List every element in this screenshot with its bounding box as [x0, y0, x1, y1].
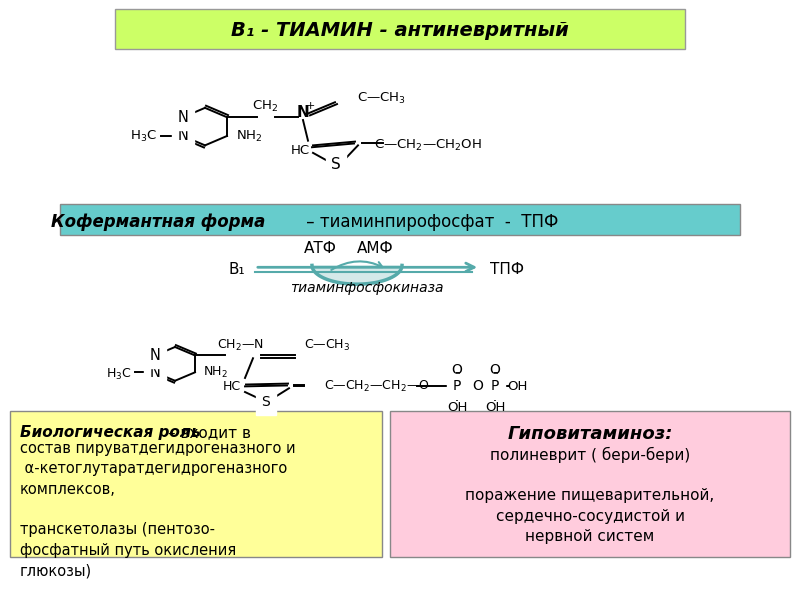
Text: HC: HC — [223, 380, 241, 393]
Text: HC: HC — [290, 143, 310, 157]
Text: N: N — [150, 365, 161, 380]
Text: полиневрит ( бери-бери)

поражение пищеварительной,
сердечно-сосудистой и
нервно: полиневрит ( бери-бери) поражение пищева… — [466, 446, 714, 544]
Text: – тиаминпирофосфат  -  ТПФ: – тиаминпирофосфат - ТПФ — [302, 213, 558, 231]
Text: состав пируватдегидрогеназного и
 α-кетоглутаратдегидрогеназного
комплексов,

тр: состав пируватдегидрогеназного и α-кетог… — [20, 441, 296, 578]
Text: CH$_2$—N: CH$_2$—N — [217, 338, 263, 353]
Text: – входит в: – входит в — [163, 425, 251, 440]
Text: N: N — [178, 128, 189, 143]
Text: H$_3$C: H$_3$C — [130, 128, 157, 143]
Text: C—CH$_3$: C—CH$_3$ — [304, 338, 350, 353]
Text: Биологическая роль: Биологическая роль — [20, 425, 201, 440]
FancyBboxPatch shape — [60, 205, 740, 235]
Text: O: O — [451, 362, 462, 377]
Text: S: S — [262, 395, 270, 409]
Text: тиаминфосфокиназа: тиаминфосфокиназа — [290, 281, 444, 295]
Text: O: O — [473, 379, 483, 394]
Text: NH$_2$: NH$_2$ — [236, 128, 262, 143]
Text: O: O — [490, 362, 501, 377]
Text: C—CH$_3$: C—CH$_3$ — [357, 91, 406, 106]
Text: АМФ: АМФ — [357, 241, 394, 256]
Text: H$_3$C: H$_3$C — [106, 367, 132, 382]
Text: N: N — [297, 105, 310, 120]
Text: OH: OH — [485, 401, 505, 413]
Text: OH: OH — [447, 401, 467, 413]
Text: C—CH$_2$—CH$_2$OH: C—CH$_2$—CH$_2$OH — [374, 138, 482, 153]
Text: +: + — [306, 101, 314, 111]
FancyBboxPatch shape — [390, 411, 790, 557]
Text: B₁ - ТИАМИН - антиневритный: B₁ - ТИАМИН - антиневритный — [231, 22, 569, 40]
Text: АТФ: АТФ — [303, 241, 337, 256]
Text: N: N — [178, 110, 189, 125]
Text: C—CH$_2$—CH$_2$—O: C—CH$_2$—CH$_2$—O — [324, 379, 430, 394]
Text: Гиповитаминоз:: Гиповитаминоз: — [507, 425, 673, 443]
Text: NH$_2$: NH$_2$ — [202, 365, 227, 380]
Text: B₁: B₁ — [228, 262, 245, 277]
Text: N: N — [150, 348, 161, 363]
Text: Кофермантная форма: Кофермантная форма — [51, 213, 265, 231]
Text: S: S — [331, 157, 341, 172]
Text: ТПФ: ТПФ — [490, 262, 524, 277]
Text: OH: OH — [507, 380, 527, 393]
Text: P: P — [453, 379, 461, 394]
FancyBboxPatch shape — [115, 10, 685, 49]
FancyBboxPatch shape — [10, 411, 382, 557]
Text: P: P — [491, 379, 499, 394]
Text: CH$_2$: CH$_2$ — [252, 100, 278, 115]
